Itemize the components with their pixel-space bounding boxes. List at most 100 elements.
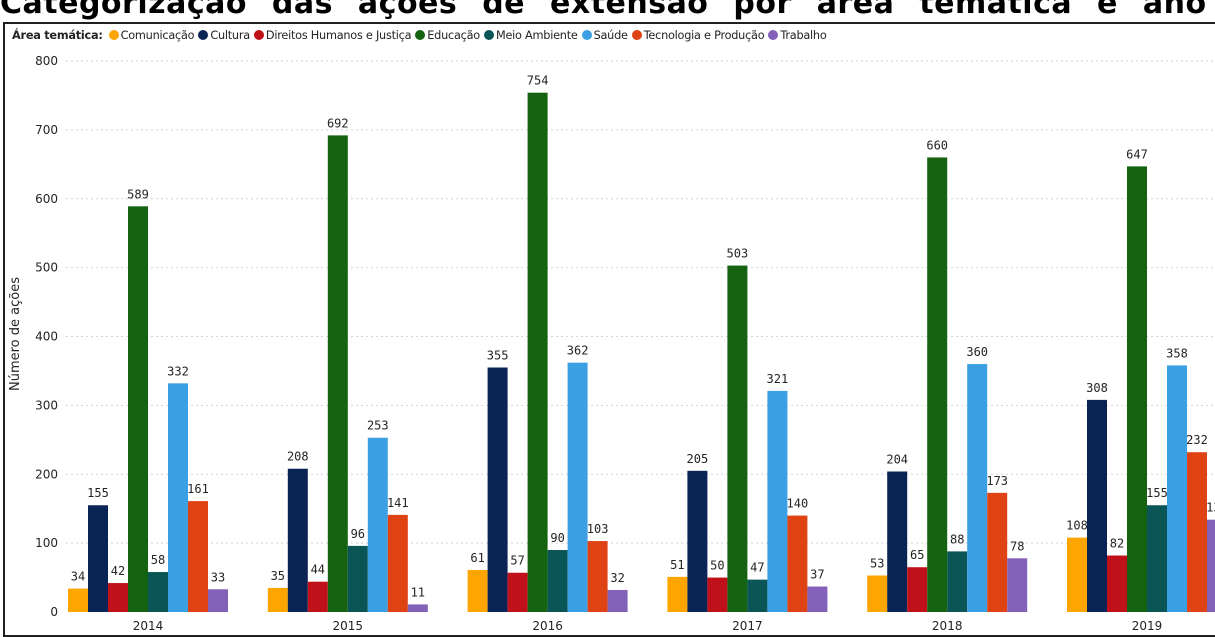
- bar-comunicacao-2018[interactable]: [867, 575, 888, 612]
- legend-item-trabalho[interactable]: Trabalho: [768, 28, 827, 42]
- legend-label: Tecnologia e Produção: [643, 28, 765, 42]
- bar-saude-2015[interactable]: [367, 437, 388, 612]
- data-label: 173: [986, 474, 1008, 488]
- bar-trabalho-2018[interactable]: [1007, 558, 1028, 612]
- data-label: 208: [287, 450, 309, 464]
- bar-educacao-2017[interactable]: [727, 265, 748, 612]
- bar-saude-2016[interactable]: [567, 362, 588, 612]
- bar-direitos-humanos-e-justica-2015[interactable]: [307, 581, 328, 612]
- bar-meio-ambiente-2014[interactable]: [148, 572, 168, 612]
- legend-swatch: [415, 30, 426, 40]
- data-labels: 34 155 42 589 58 332 161 33 35 208 44 692 96 253 141 11…: [71, 74, 1215, 600]
- data-label: 37: [810, 568, 824, 582]
- legend-label: Trabalho: [780, 28, 827, 42]
- data-label: 692: [327, 116, 349, 130]
- legend-item-direitos-humanos-e-justica[interactable]: Direitos Humanos e Justiça: [253, 28, 412, 42]
- data-label: 32: [610, 571, 624, 585]
- legend-item-saude[interactable]: Saúde: [581, 28, 628, 42]
- legend-swatch: [198, 30, 209, 40]
- bar-direitos-humanos-e-justica-2019[interactable]: [1107, 555, 1127, 612]
- bar-comunicacao-2014[interactable]: [68, 588, 88, 612]
- legend-item-cultura[interactable]: Cultura: [198, 29, 250, 42]
- bar-trabalho-2019[interactable]: [1207, 519, 1215, 612]
- legend-item-educacao[interactable]: Educação: [415, 29, 480, 42]
- bar-saude-2018[interactable]: [967, 364, 988, 612]
- y-tick-label: 600: [35, 192, 58, 206]
- bar-cultura-2017[interactable]: [687, 470, 708, 612]
- data-label: 44: [311, 563, 325, 577]
- page-title-strip: Categorização das ações de extensão por …: [0, 0, 1215, 22]
- bars: [68, 92, 1215, 613]
- bar-direitos-humanos-e-justica-2017[interactable]: [707, 577, 728, 612]
- data-label: 232: [1186, 433, 1208, 447]
- y-axis: 0 100 200 300 400 500 600 700 800: [35, 54, 58, 619]
- data-label: 88: [950, 532, 964, 546]
- data-label: 205: [687, 452, 709, 466]
- legend-item-tecnologia-e-producao[interactable]: Tecnologia e Produção: [631, 28, 765, 42]
- data-label: 53: [870, 556, 884, 570]
- bar-comunicacao-2016[interactable]: [467, 569, 488, 612]
- bar-tecnologia-e-producao-2017[interactable]: [787, 515, 808, 612]
- data-label: 647: [1126, 147, 1148, 161]
- data-label: 660: [926, 138, 948, 152]
- bar-educacao-2014[interactable]: [128, 206, 148, 613]
- bar-cultura-2019[interactable]: [1087, 399, 1107, 612]
- bar-comunicacao-2019[interactable]: [1067, 537, 1087, 612]
- bar-meio-ambiente-2016[interactable]: [547, 550, 568, 612]
- bar-meio-ambiente-2018[interactable]: [947, 551, 968, 612]
- y-tick-label: 200: [35, 467, 58, 481]
- data-label: 108: [1066, 519, 1088, 533]
- bar-educacao-2015[interactable]: [327, 135, 348, 612]
- bar-educacao-2016[interactable]: [527, 92, 548, 613]
- y-tick-label: 300: [35, 398, 58, 412]
- data-label: 308: [1086, 381, 1108, 395]
- legend-item-comunicacao[interactable]: Comunicação: [108, 29, 195, 42]
- bar-saude-2014[interactable]: [168, 383, 188, 612]
- bar-comunicacao-2015[interactable]: [267, 587, 288, 612]
- bar-trabalho-2015[interactable]: [407, 604, 428, 612]
- data-label: 754: [527, 74, 549, 88]
- legend-label: Saúde: [593, 28, 628, 42]
- bar-trabalho-2014[interactable]: [208, 589, 228, 612]
- bar-comunicacao-2017[interactable]: [667, 576, 688, 612]
- bar-cultura-2014[interactable]: [88, 505, 108, 612]
- bar-tecnologia-e-producao-2018[interactable]: [987, 492, 1008, 612]
- data-label: 589: [127, 187, 149, 201]
- bar-meio-ambiente-2019[interactable]: [1147, 505, 1167, 612]
- legend-item-meio-ambiente[interactable]: Meio Ambiente: [483, 28, 578, 42]
- data-label: 51: [670, 558, 684, 572]
- x-axis: 2014 2015 2016 2017 2018 2019: [133, 619, 1163, 633]
- bar-direitos-humanos-e-justica-2016[interactable]: [507, 572, 528, 612]
- legend-label: Educação: [427, 28, 480, 42]
- chart-legend: Área temática: Comunicação Cultura Direito…: [12, 26, 831, 44]
- data-label: 65: [910, 548, 924, 562]
- bar-direitos-humanos-e-justica-2014[interactable]: [108, 583, 128, 612]
- x-tick-label: 2015: [333, 619, 364, 633]
- bar-cultura-2015[interactable]: [287, 468, 308, 612]
- legend-label: Direitos Humanos e Justiça: [265, 28, 412, 42]
- bar-tecnologia-e-producao-2019[interactable]: [1187, 452, 1207, 612]
- bar-cultura-2018[interactable]: [887, 471, 908, 612]
- data-label: 360: [966, 345, 988, 359]
- data-label: 103: [587, 522, 609, 536]
- bar-saude-2017[interactable]: [767, 390, 788, 612]
- bar-direitos-humanos-e-justica-2018[interactable]: [907, 567, 928, 612]
- bar-tecnologia-e-producao-2015[interactable]: [387, 514, 408, 612]
- bar-educacao-2018[interactable]: [927, 157, 948, 613]
- y-tick-label: 700: [35, 123, 58, 137]
- bar-meio-ambiente-2015[interactable]: [347, 545, 368, 612]
- bar-saude-2019[interactable]: [1167, 365, 1187, 612]
- data-label: 11: [411, 585, 425, 599]
- bar-cultura-2016[interactable]: [487, 367, 508, 612]
- legend-label: Meio Ambiente: [495, 28, 578, 42]
- bar-tecnologia-e-producao-2014[interactable]: [188, 501, 208, 612]
- bar-meio-ambiente-2017[interactable]: [747, 579, 768, 612]
- bar-trabalho-2017[interactable]: [807, 586, 828, 612]
- bar-tecnologia-e-producao-2016[interactable]: [587, 541, 608, 612]
- page-title: Categorização das ações de extensão por …: [0, 0, 1215, 21]
- data-label: 355: [487, 348, 509, 362]
- data-label: 90: [550, 531, 564, 545]
- bar-trabalho-2016[interactable]: [607, 589, 628, 612]
- bar-educacao-2019[interactable]: [1127, 166, 1147, 612]
